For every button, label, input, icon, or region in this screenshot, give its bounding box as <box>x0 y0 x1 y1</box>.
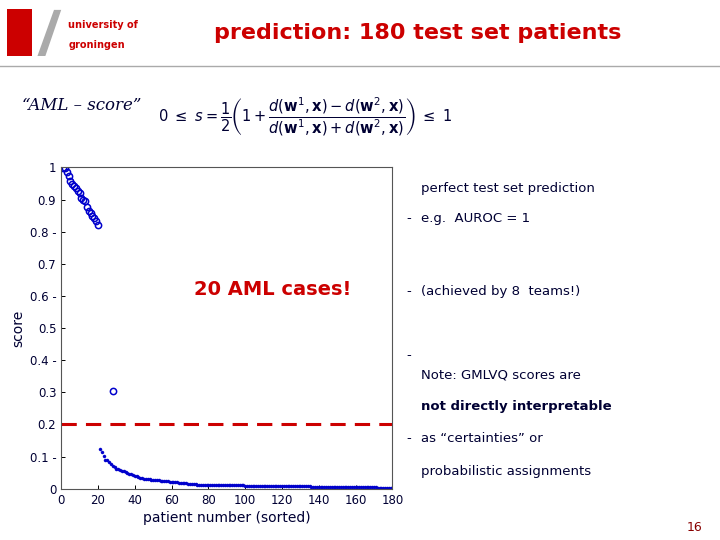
Text: -: - <box>407 285 412 298</box>
Text: university of: university of <box>68 20 138 30</box>
Text: probabilistic assignments: probabilistic assignments <box>421 464 591 477</box>
Text: -: - <box>407 212 412 225</box>
Text: $0 \ \leq \ s = \dfrac{1}{2}\left(1 + \dfrac{d(\mathbf{w}^1,\mathbf{x})-d(\mathb: $0 \ \leq \ s = \dfrac{1}{2}\left(1 + \d… <box>158 94 453 138</box>
Polygon shape <box>37 10 61 56</box>
Y-axis label: score: score <box>12 309 25 347</box>
Text: as “certainties” or: as “certainties” or <box>421 433 543 446</box>
Text: e.g.  AUROC = 1: e.g. AUROC = 1 <box>421 212 531 225</box>
Text: not directly interpretable: not directly interpretable <box>421 400 612 413</box>
Bar <box>7 9 32 56</box>
Text: -: - <box>407 349 412 362</box>
Text: “AML – score”: “AML – score” <box>22 97 141 113</box>
Text: groningen: groningen <box>68 40 125 50</box>
Text: -: - <box>407 433 412 446</box>
X-axis label: patient number (sorted): patient number (sorted) <box>143 511 310 525</box>
Text: 20 AML cases!: 20 AML cases! <box>194 280 351 299</box>
Text: prediction: 180 test set patients: prediction: 180 test set patients <box>214 23 621 43</box>
Text: (achieved by 8  teams!): (achieved by 8 teams!) <box>421 285 580 298</box>
Text: 16: 16 <box>686 521 702 534</box>
Text: Note: GMLVQ scores are: Note: GMLVQ scores are <box>421 368 581 381</box>
Text: perfect test set prediction: perfect test set prediction <box>421 182 595 195</box>
